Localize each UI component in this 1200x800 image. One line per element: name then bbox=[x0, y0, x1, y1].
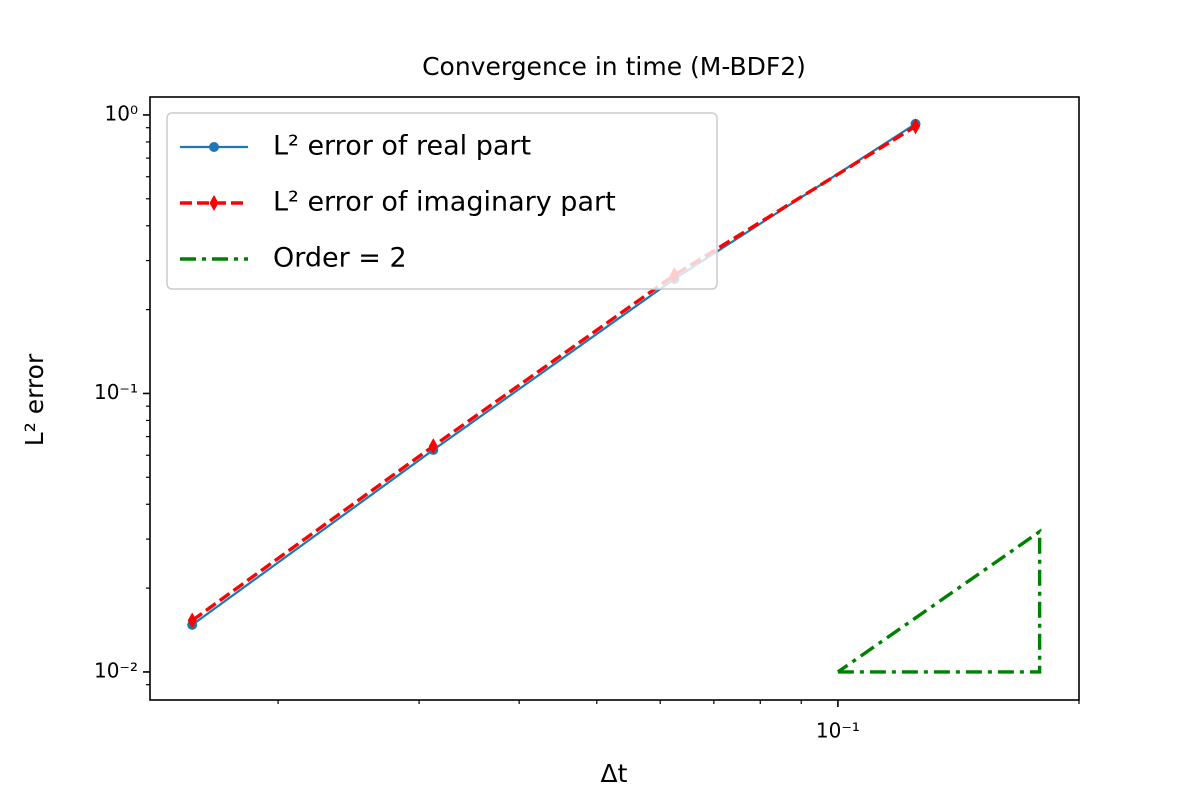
y-tick-label: 10⁻² bbox=[94, 658, 138, 682]
plot-frame bbox=[149, 96, 1080, 701]
series-line bbox=[836, 528, 1042, 674]
marker bbox=[187, 612, 197, 629]
x-axis-label: Δt bbox=[601, 759, 628, 788]
series-line bbox=[191, 124, 917, 622]
y-tick-label: 10⁻¹ bbox=[94, 380, 138, 404]
y-axis-label: L² error bbox=[20, 353, 49, 446]
legend-marker bbox=[209, 195, 219, 211]
legend-box bbox=[166, 112, 718, 290]
legend-label: Order = 2 bbox=[273, 243, 407, 274]
chart-title: Convergence in time (M-BDF2) bbox=[422, 52, 806, 81]
marker bbox=[428, 438, 438, 455]
marker bbox=[911, 118, 921, 135]
legend-label: L² error of real part bbox=[273, 131, 531, 162]
legend-label: L² error of imaginary part bbox=[273, 187, 616, 218]
x-tick-label: 10⁻¹ bbox=[816, 719, 860, 743]
legend-marker bbox=[209, 142, 219, 152]
y-tick-label: 10⁰ bbox=[105, 101, 138, 125]
